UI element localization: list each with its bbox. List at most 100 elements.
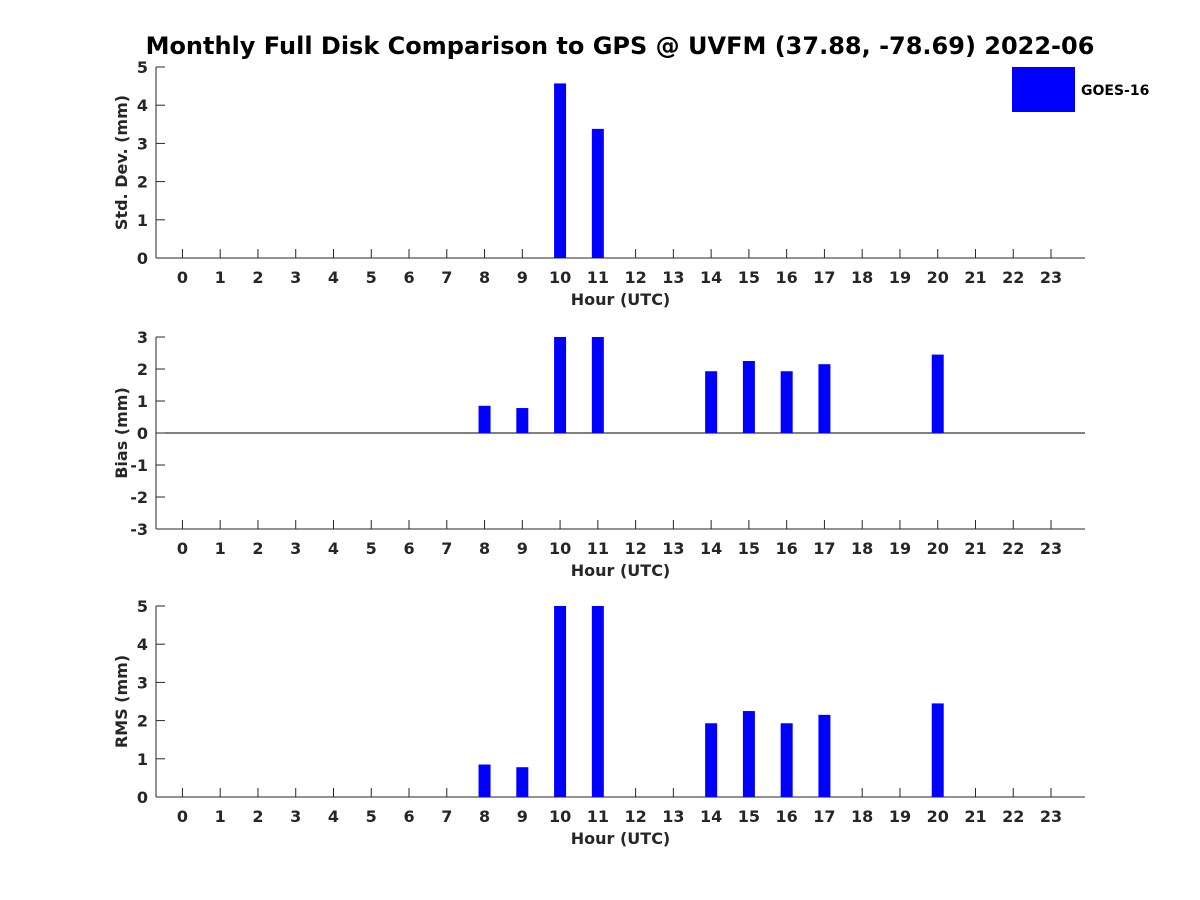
x-tick-label: 10 [549,807,571,826]
x-tick-label: 8 [479,539,490,558]
bar [591,337,604,433]
x-tick-label: 1 [215,807,226,826]
y-tick-label: 2 [137,173,148,192]
x-tick-label: 3 [290,268,301,287]
x-tick-label: 0 [177,539,188,558]
x-tick-label: 4 [328,268,339,287]
bar [554,337,567,433]
x-tick-label: 16 [776,807,798,826]
y-axis-label: Bias (mm) [112,387,131,479]
y-tick-label: 4 [137,635,148,654]
bar [554,83,567,259]
x-tick-label: 13 [662,539,684,558]
legend-label: GOES-16 [1081,83,1149,99]
bar [818,714,831,797]
x-tick-label: 4 [328,539,339,558]
x-tick-label: 9 [517,539,528,558]
figure-title: Monthly Full Disk Comparison to GPS @ UV… [146,32,1095,60]
x-tick-label: 9 [517,807,528,826]
y-tick-label: 4 [137,96,148,115]
x-tick-label: 14 [700,268,722,287]
x-tick-label: 19 [889,268,911,287]
legend-swatch [1012,67,1075,112]
x-tick-label: 11 [587,807,609,826]
x-tick-label: 5 [366,539,377,558]
x-tick-label: 1 [215,268,226,287]
x-tick-label: 6 [403,807,414,826]
x-tick-label: 15 [738,807,760,826]
bar [478,764,491,797]
x-tick-label: 7 [441,807,452,826]
x-tick-label: 15 [738,539,760,558]
y-tick-label: -1 [130,456,148,475]
x-tick-label: 18 [851,539,873,558]
x-tick-label: 6 [403,539,414,558]
x-tick-label: 16 [776,268,798,287]
x-tick-label: 0 [177,807,188,826]
x-axis-label: Hour (UTC) [571,829,671,848]
bar [516,408,529,433]
bar [705,371,718,433]
x-tick-label: 23 [1040,539,1062,558]
x-tick-label: 21 [964,268,986,287]
bar [931,354,944,433]
y-tick-label: 0 [137,788,148,807]
x-tick-label: 2 [252,268,263,287]
x-tick-label: 6 [403,268,414,287]
x-tick-label: 11 [587,539,609,558]
x-axis-label: Hour (UTC) [571,561,671,580]
bar [780,371,793,433]
x-tick-label: 19 [889,539,911,558]
x-tick-label: 22 [1002,539,1024,558]
y-tick-label: 3 [137,673,148,692]
y-tick-label: 5 [137,58,148,77]
x-tick-label: 2 [252,539,263,558]
bar [516,767,529,797]
x-tick-label: 20 [927,539,949,558]
x-tick-label: 20 [927,268,949,287]
x-tick-label: 23 [1040,268,1062,287]
bar [780,723,793,797]
y-tick-label: 3 [137,328,148,347]
y-tick-label: -2 [130,488,148,507]
bar [818,364,831,433]
y-tick-label: 1 [137,211,148,230]
x-tick-label: 1 [215,539,226,558]
x-tick-label: 8 [479,268,490,287]
x-tick-label: 12 [624,268,646,287]
x-tick-label: 5 [366,268,377,287]
y-tick-label: 3 [137,134,148,153]
bar [478,405,491,433]
y-tick-label: 2 [137,360,148,379]
y-tick-label: 5 [137,597,148,616]
y-tick-label: 1 [137,750,148,769]
x-tick-label: 21 [964,539,986,558]
x-tick-label: 22 [1002,807,1024,826]
x-tick-label: 16 [776,539,798,558]
x-tick-label: 17 [813,268,835,287]
y-tick-label: 0 [137,249,148,268]
y-axis-label: Std. Dev. (mm) [112,95,131,230]
x-tick-label: 5 [366,807,377,826]
x-tick-label: 0 [177,268,188,287]
legend: GOES-16 [1012,67,1149,112]
x-tick-label: 10 [549,268,571,287]
x-tick-label: 13 [662,268,684,287]
y-tick-label: 0 [137,424,148,443]
bar [742,711,755,797]
x-tick-label: 10 [549,539,571,558]
bar [591,606,604,797]
x-tick-label: 7 [441,539,452,558]
bar [591,128,604,258]
x-tick-label: 23 [1040,807,1062,826]
x-tick-label: 4 [328,807,339,826]
x-tick-label: 17 [813,807,835,826]
x-tick-label: 7 [441,268,452,287]
y-tick-label: -3 [130,520,148,539]
x-tick-label: 12 [624,807,646,826]
x-tick-label: 2 [252,807,263,826]
